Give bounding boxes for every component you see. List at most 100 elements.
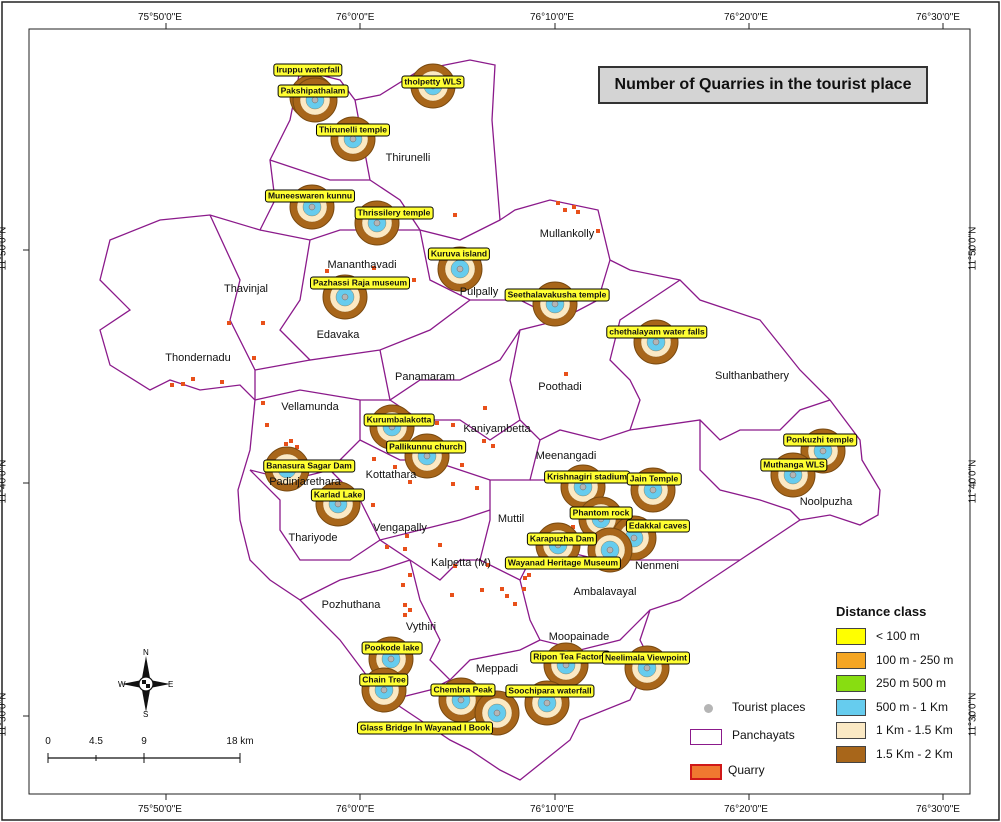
tourist-place-icon	[704, 704, 713, 713]
north-label: N	[143, 648, 149, 657]
tourist-place-marker	[457, 696, 465, 704]
tourist-place-label: Neelimala Viewpoint	[601, 651, 691, 665]
panchayat-name: Thariyode	[288, 532, 338, 544]
tourist-place-label: Jain Temple	[626, 472, 682, 486]
quarry-marker	[482, 439, 486, 443]
quarry-marker	[261, 321, 265, 325]
panchayat-name: Thondernadu	[165, 352, 231, 364]
tourist-place-label: Wayanad Heritage Museum	[504, 556, 622, 570]
quarry-marker	[289, 439, 293, 443]
top-tick-3: 76°10'0"E	[530, 12, 574, 23]
tourist-place-marker	[543, 699, 551, 707]
quarry-marker	[480, 588, 484, 592]
panchayat-name: Ambalavayal	[573, 586, 637, 598]
legend-row: 1.5 Km - 2 Km	[836, 744, 996, 764]
legend-row: 250 m 500 m	[836, 673, 996, 693]
legend-swatch	[836, 675, 866, 692]
quarry-marker	[191, 377, 195, 381]
legend-tourist-label: Tourist places	[732, 700, 806, 714]
tourist-place-label: Pookode lake	[361, 641, 423, 655]
tourist-place-label: chethalayam water falls	[606, 325, 708, 339]
tourist-place-label: Krishnagiri stadium	[544, 470, 630, 484]
tourist-place-marker	[423, 452, 431, 460]
quarry-marker	[393, 465, 397, 469]
legend-panchayat: Panchayats	[690, 727, 830, 747]
panchayat-name: Vengapally	[373, 522, 427, 534]
tourist-place-marker	[493, 709, 501, 717]
quarry-marker	[522, 587, 526, 591]
quarry-marker	[220, 380, 224, 384]
quarry-marker	[563, 208, 567, 212]
tourist-place-label: Edakkal caves	[625, 519, 691, 533]
north-arrow-icon	[122, 656, 170, 712]
quarry-marker	[372, 457, 376, 461]
legend-row: 500 m - 1 Km	[836, 697, 996, 717]
map-title: Number of Quarries in the tourist place	[598, 66, 928, 104]
tourist-place-label: Ripon Tea Factory	[530, 650, 610, 664]
quarry-marker	[523, 576, 527, 580]
tourist-place-label: Kurumbalakotta	[363, 413, 435, 427]
legend-quarry-label: Quarry	[728, 763, 765, 777]
tourist-place-label: Phantom rock	[569, 506, 633, 520]
panchayat-boundaries	[99, 59, 881, 781]
scale-label-0: 0	[45, 736, 51, 747]
quarry-marker	[451, 482, 455, 486]
legend-label: 100 m - 250 m	[876, 652, 954, 667]
legend-swatch	[836, 698, 866, 716]
panchayat-name: Kalpetta (M)	[431, 557, 491, 569]
quarry-marker	[371, 503, 375, 507]
legend-label: 500 m - 1 Km	[876, 699, 949, 714]
quarry-marker	[483, 406, 487, 410]
tourist-place-label: Ponkuzhi temple	[783, 433, 857, 447]
tourist-place-label: Pallikunnu church	[386, 440, 466, 454]
legend-panchayat-label: Panchayats	[732, 728, 795, 742]
quarry-marker	[572, 205, 576, 209]
quarry-marker	[408, 480, 412, 484]
quarry-marker	[596, 229, 600, 233]
panchayat-name: Poothadi	[538, 381, 582, 393]
tourist-place-marker	[349, 135, 357, 143]
panchayat-name: Padinjarethara	[269, 476, 341, 488]
west-label: W	[118, 680, 126, 689]
scale-label-2: 9	[141, 736, 147, 747]
panchayat-name: Moopainade	[548, 631, 610, 643]
legend-row: 100 m - 250 m	[836, 650, 996, 670]
quarry-marker	[252, 356, 256, 360]
quarry-marker	[261, 401, 265, 405]
tourist-place-marker	[649, 486, 657, 494]
legend-label: < 100 m	[876, 629, 920, 643]
panchayat-name: Meenangadi	[535, 450, 597, 462]
tourist-place-marker	[341, 293, 349, 301]
quarry-marker	[385, 545, 389, 549]
quarry-marker	[453, 564, 457, 568]
quarry-marker	[556, 201, 560, 205]
quarry-marker	[325, 269, 329, 273]
tourist-place-label: Karapuzha Dam	[526, 532, 598, 546]
quarry-marker	[372, 266, 376, 270]
legend-row: < 100 m	[836, 626, 996, 646]
quarry-marker	[227, 321, 231, 325]
panchayat-name: Edavaka	[316, 329, 360, 341]
quarry-marker	[513, 602, 517, 606]
tourist-place-marker	[456, 265, 464, 273]
panchayat-name: Pulpally	[459, 286, 499, 298]
quarry-marker	[450, 593, 454, 597]
tourist-place-marker	[819, 447, 827, 455]
tourist-place-label: Iruppu waterfall	[273, 63, 343, 77]
quarry-marker	[435, 421, 439, 425]
left-tick-2: 11°40'0"N	[0, 459, 9, 504]
panchayat-name: Muttil	[497, 513, 525, 525]
bottom-tick-2: 76°0'0"E	[336, 804, 375, 815]
quarry-marker	[576, 210, 580, 214]
legend-title: Distance class	[836, 604, 927, 619]
top-tick-2: 76°0'0"E	[336, 12, 375, 23]
tourist-place-label: Thirunelli temple	[315, 123, 391, 137]
tourist-place-label: Glass Bridge In Wayanad I Book	[356, 721, 494, 735]
quarry-marker	[284, 442, 288, 446]
bottom-tick-5: 76°30'0"E	[916, 804, 960, 815]
tourist-place-marker	[643, 664, 651, 672]
panchayat-name: Meppadi	[475, 663, 519, 675]
panchayat-name: Kaniyambetta	[463, 423, 531, 435]
quarry-marker	[403, 547, 407, 551]
quarry-marker	[460, 463, 464, 467]
